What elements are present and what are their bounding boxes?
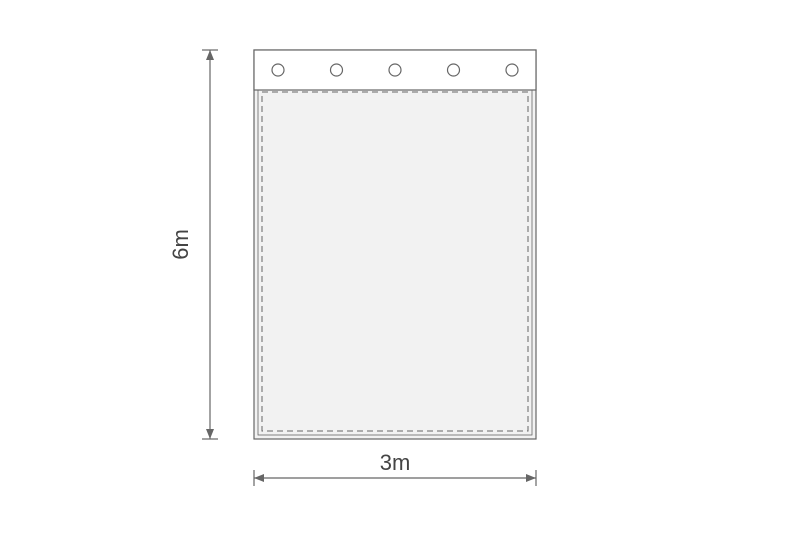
diagram-container: 6m 3m: [0, 0, 800, 533]
grommet: [506, 64, 518, 76]
grommet: [448, 64, 460, 76]
dim-width-label: 3m: [380, 450, 411, 475]
diagram-svg: 6m 3m: [0, 0, 800, 533]
grommet: [389, 64, 401, 76]
dim-height-arrow-bottom: [206, 429, 214, 439]
grommet: [272, 64, 284, 76]
dim-height-label: 6m: [168, 229, 193, 260]
dim-height-arrow-top: [206, 50, 214, 60]
panel-outline: [254, 50, 536, 439]
dim-width-arrow-right: [526, 474, 536, 482]
dim-width-arrow-left: [254, 474, 264, 482]
grommet: [331, 64, 343, 76]
